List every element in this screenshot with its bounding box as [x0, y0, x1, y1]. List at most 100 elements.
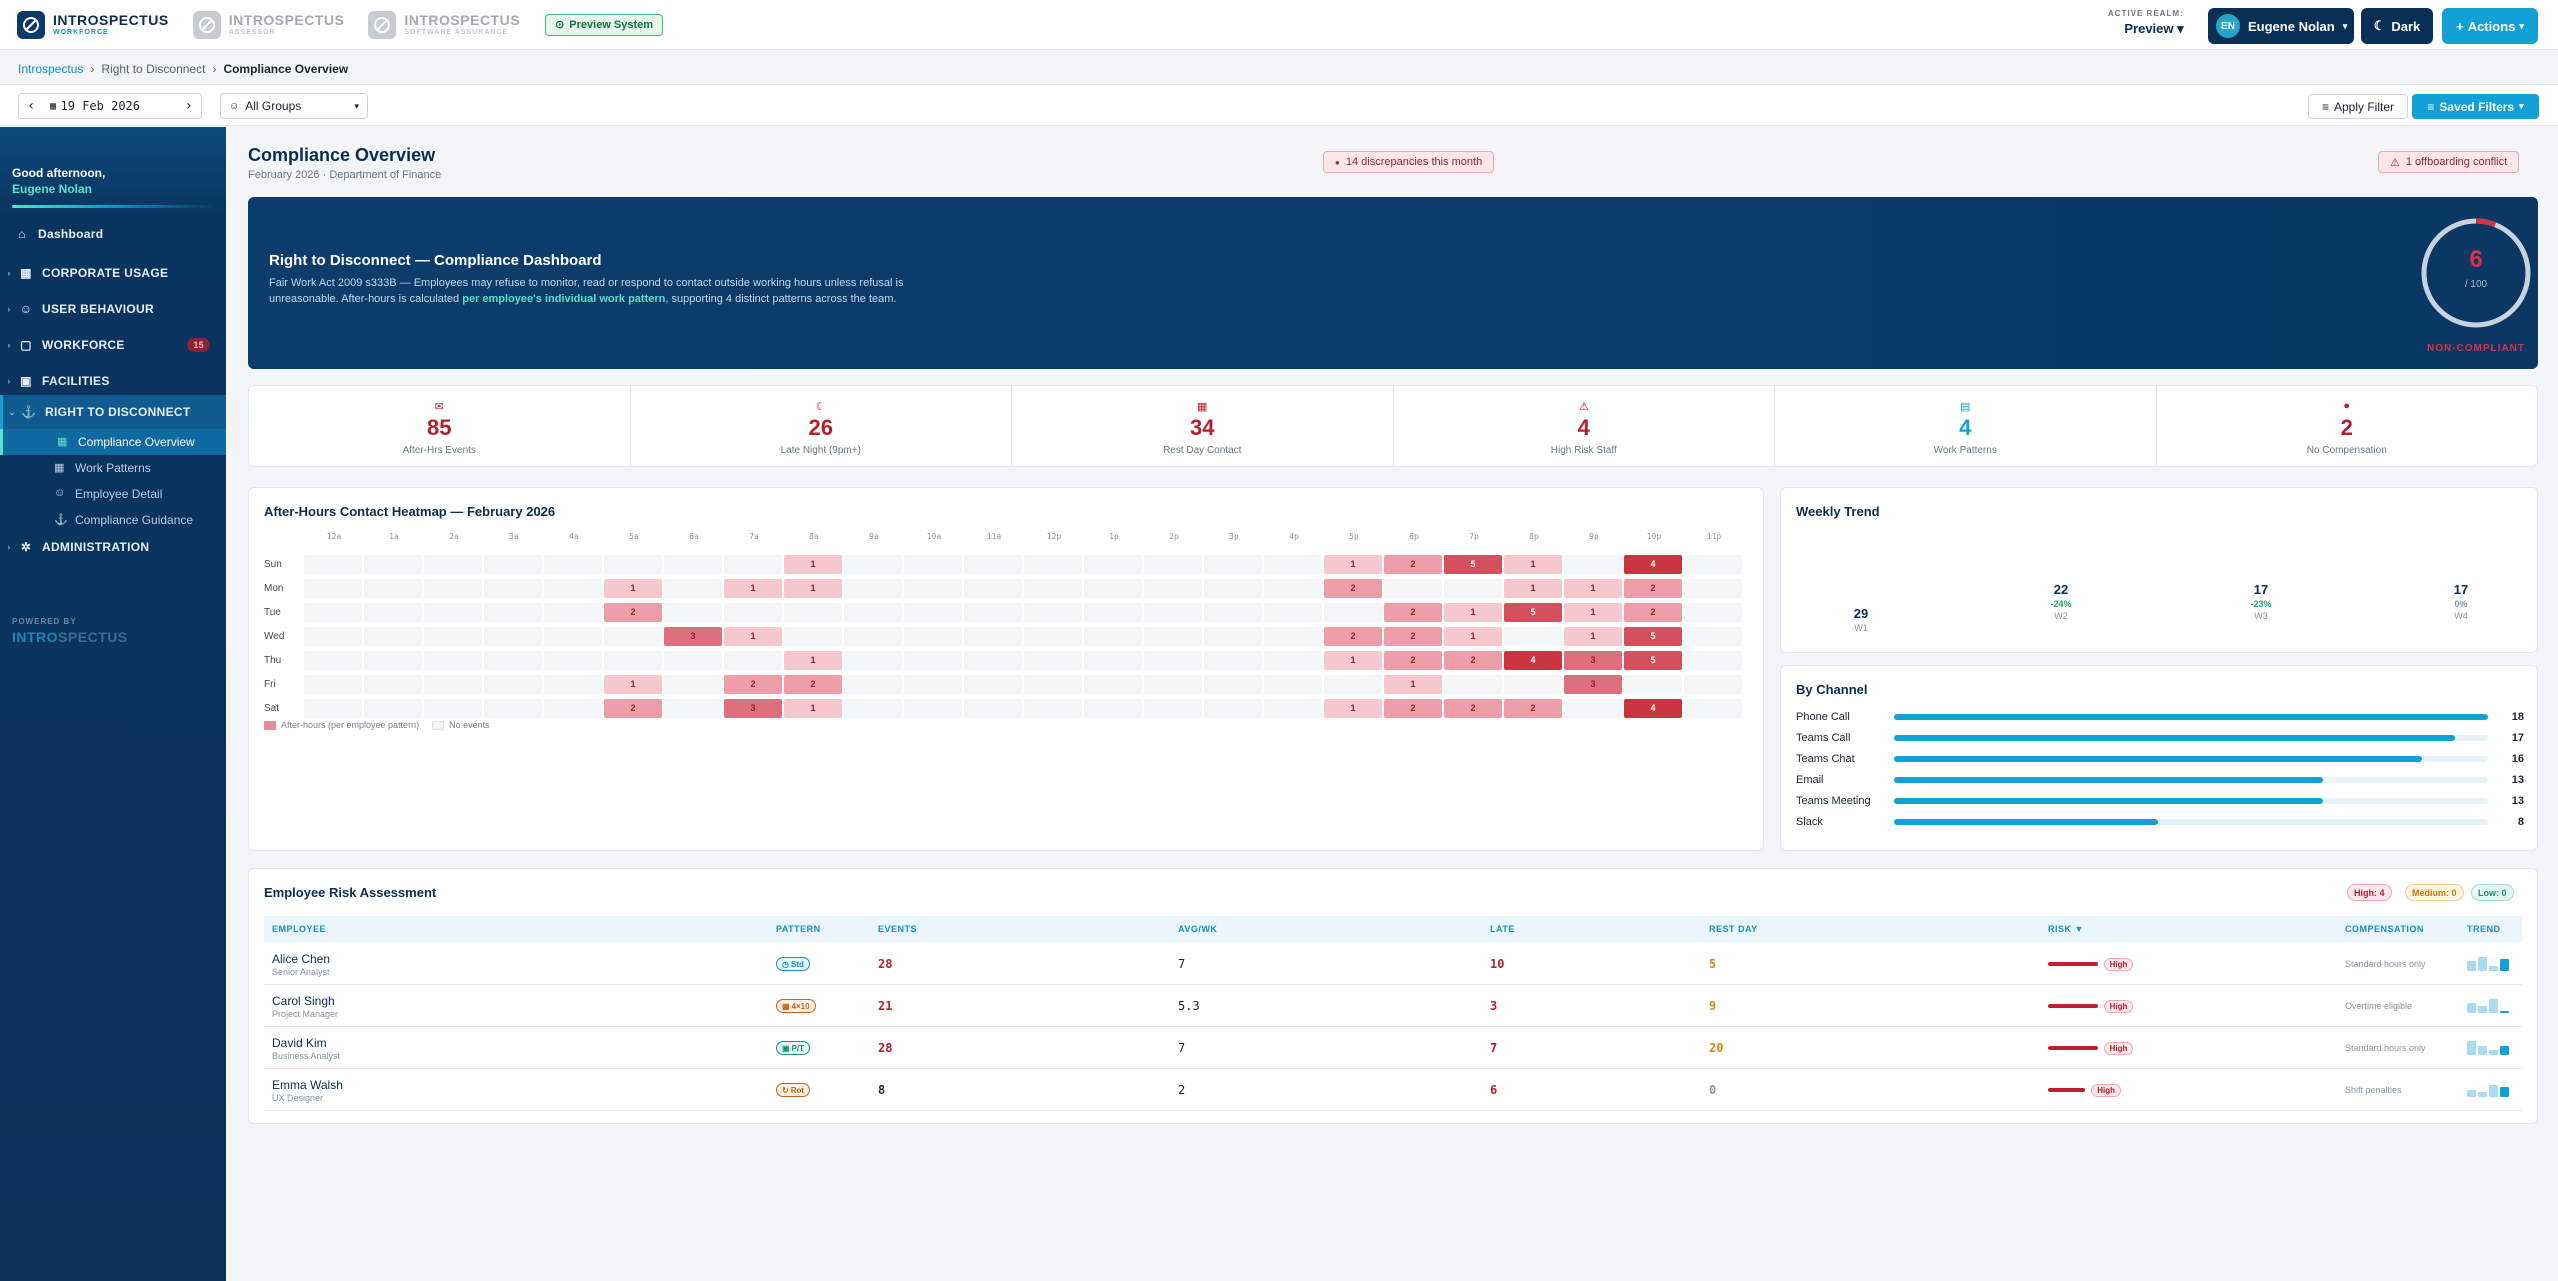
- heatmap-cell[interactable]: [964, 650, 1022, 670]
- heatmap-cell[interactable]: [1204, 674, 1262, 694]
- heatmap-cell[interactable]: [484, 674, 542, 694]
- heatmap-cell[interactable]: [664, 578, 722, 598]
- heatmap-cell[interactable]: 5: [1504, 602, 1562, 622]
- heatmap-cell[interactable]: [904, 626, 962, 646]
- next-date-icon[interactable]: ›: [184, 98, 193, 114]
- sidebar-subitem-employee-detail[interactable]: ☺ Employee Detail: [0, 481, 226, 507]
- heatmap-cell[interactable]: [1084, 674, 1142, 694]
- heatmap-cell[interactable]: [304, 578, 362, 598]
- heatmap-cell[interactable]: [964, 554, 1022, 574]
- sidebar-item-workforce[interactable]: › ▢ WORKFORCE 15: [0, 329, 226, 361]
- table-row[interactable]: Alice Chen Senior Analyst ◷ Std 28 7 10 5 High St…: [264, 943, 2522, 985]
- heatmap-cell[interactable]: [304, 554, 362, 574]
- heatmap-cell[interactable]: [724, 602, 782, 622]
- heatmap-cell[interactable]: 1: [1444, 602, 1502, 622]
- heatmap-cell[interactable]: [304, 650, 362, 670]
- heatmap-cell[interactable]: 1: [1564, 578, 1622, 598]
- kpi-card[interactable]: ▤ 4 Work Patterns: [1775, 386, 2157, 466]
- heatmap-cell[interactable]: 4: [1504, 650, 1562, 670]
- sidebar-subitem-compliance-guidance[interactable]: ⚓ Compliance Guidance: [0, 507, 226, 533]
- heatmap-cell[interactable]: [1204, 602, 1262, 622]
- heatmap-cell[interactable]: [844, 578, 902, 598]
- heatmap-cell[interactable]: 2: [1324, 578, 1382, 598]
- heatmap-cell[interactable]: [424, 554, 482, 574]
- heatmap-cell[interactable]: 2: [1384, 626, 1442, 646]
- heatmap-cell[interactable]: 2: [1384, 650, 1442, 670]
- heatmap-cell[interactable]: [904, 578, 962, 598]
- active-realm-selector[interactable]: ACTIVE REALM: Preview ▾: [2108, 10, 2184, 36]
- heatmap-cell[interactable]: [1204, 626, 1262, 646]
- heatmap-cell[interactable]: [964, 698, 1022, 718]
- sidebar-item-administration[interactable]: › ✲ ADMINISTRATION: [0, 531, 226, 563]
- heatmap-cell[interactable]: 3: [724, 698, 782, 718]
- heatmap-cell[interactable]: 2: [1384, 554, 1442, 574]
- heatmap-cell[interactable]: [544, 698, 602, 718]
- heatmap-cell[interactable]: 3: [1564, 674, 1622, 694]
- heatmap-cell[interactable]: [1684, 554, 1742, 574]
- heatmap-cell[interactable]: [304, 698, 362, 718]
- heatmap-cell[interactable]: [664, 602, 722, 622]
- heatmap-cell[interactable]: [604, 650, 662, 670]
- heatmap-cell[interactable]: [664, 674, 722, 694]
- heatmap-cell[interactable]: 1: [724, 578, 782, 598]
- heatmap-cell[interactable]: [904, 650, 962, 670]
- heatmap-cell[interactable]: [364, 698, 422, 718]
- heatmap-cell[interactable]: 1: [1324, 698, 1382, 718]
- heatmap-cell[interactable]: [1084, 626, 1142, 646]
- heatmap-cell[interactable]: 2: [1624, 578, 1682, 598]
- heatmap-cell[interactable]: [964, 602, 1022, 622]
- heatmap-cell[interactable]: [1264, 698, 1322, 718]
- heatmap-cell[interactable]: 1: [1324, 554, 1382, 574]
- offboarding-conflict-badge[interactable]: ⚠ 1 offboarding conflict: [2378, 151, 2520, 173]
- prev-date-icon[interactable]: ‹: [27, 98, 36, 114]
- heatmap-cell[interactable]: [1084, 578, 1142, 598]
- heatmap-cell[interactable]: [424, 602, 482, 622]
- sidebar-item-dashboard[interactable]: ⌂ Dashboard: [0, 219, 226, 249]
- table-row[interactable]: Carol Singh Project Manager ▦ 4×10 21 5.3 3 9 Hi…: [264, 985, 2522, 1027]
- heatmap-cell[interactable]: [844, 674, 902, 694]
- table-header-risk[interactable]: RISK ▼: [2048, 924, 2084, 934]
- heatmap-cell[interactable]: [1204, 698, 1262, 718]
- heatmap-cell[interactable]: [784, 602, 842, 622]
- heatmap-cell[interactable]: [544, 578, 602, 598]
- heatmap-cell[interactable]: [1324, 602, 1382, 622]
- sidebar-item-right-to-disconnect[interactable]: ⌄ ⚓ RIGHT TO DISCONNECT: [0, 395, 226, 429]
- heatmap-cell[interactable]: [1264, 650, 1322, 670]
- heatmap-cell[interactable]: 1: [724, 626, 782, 646]
- heatmap-cell[interactable]: [1144, 626, 1202, 646]
- heatmap-cell[interactable]: 1: [1504, 554, 1562, 574]
- heatmap-cell[interactable]: [604, 626, 662, 646]
- heatmap-cell[interactable]: [604, 554, 662, 574]
- heatmap-cell[interactable]: [364, 554, 422, 574]
- heatmap-cell[interactable]: 4: [1624, 554, 1682, 574]
- employee-name[interactable]: David Kim: [272, 1035, 327, 1050]
- heatmap-cell[interactable]: [1684, 602, 1742, 622]
- heatmap-cell[interactable]: [1084, 554, 1142, 574]
- heatmap-cell[interactable]: 2: [604, 602, 662, 622]
- heatmap-cell[interactable]: [1564, 698, 1622, 718]
- heatmap-cell[interactable]: [844, 554, 902, 574]
- heatmap-cell[interactable]: 3: [664, 626, 722, 646]
- heatmap-cell[interactable]: [1084, 602, 1142, 622]
- apply-filter-button[interactable]: ≡ Apply Filter: [2308, 94, 2408, 119]
- heatmap-cell[interactable]: [1024, 578, 1082, 598]
- heatmap-cell[interactable]: [424, 650, 482, 670]
- heatmap-cell[interactable]: [424, 578, 482, 598]
- heatmap-cell[interactable]: [664, 698, 722, 718]
- heatmap-cell[interactable]: [844, 650, 902, 670]
- heatmap-cell[interactable]: [1144, 698, 1202, 718]
- heatmap-cell[interactable]: [1144, 602, 1202, 622]
- heatmap-cell[interactable]: [304, 626, 362, 646]
- heatmap-cell[interactable]: [544, 554, 602, 574]
- kpi-card[interactable]: ☾ 26 Late Night (9pm+): [631, 386, 1012, 466]
- heatmap-cell[interactable]: [1264, 602, 1322, 622]
- heatmap-cell[interactable]: [1684, 626, 1742, 646]
- heatmap-cell[interactable]: 4: [1624, 698, 1682, 718]
- kpi-card[interactable]: ⚠ 4 High Risk Staff: [1394, 386, 1775, 466]
- heatmap-cell[interactable]: [1324, 674, 1382, 694]
- heatmap-cell[interactable]: 2: [784, 674, 842, 694]
- heatmap-cell[interactable]: 2: [1624, 602, 1682, 622]
- brand-assessor[interactable]: INTROSPECTUS ASSESSOR: [192, 10, 345, 39]
- heatmap-cell[interactable]: [1024, 650, 1082, 670]
- heatmap-cell[interactable]: [484, 650, 542, 670]
